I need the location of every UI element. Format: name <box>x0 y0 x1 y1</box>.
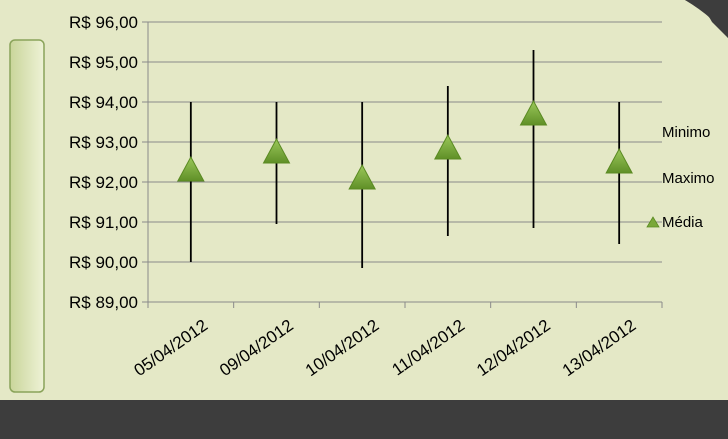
average-marker <box>348 163 377 190</box>
y-tick-label: R$ 96,00 <box>69 13 138 32</box>
y-tick-label: R$ 89,00 <box>69 293 138 312</box>
legend-marker-media <box>646 216 660 228</box>
y-tick-label: R$ 93,00 <box>69 133 138 152</box>
left-side-panel <box>9 39 45 393</box>
legend-label: Minimo <box>662 124 710 141</box>
y-tick-label: R$ 91,00 <box>69 213 138 232</box>
average-marker <box>519 99 548 126</box>
y-tick-label: R$ 92,00 <box>69 173 138 192</box>
y-tick-label: R$ 94,00 <box>69 93 138 112</box>
average-marker <box>176 155 205 182</box>
legend-label: Média <box>662 214 704 231</box>
average-marker <box>433 133 462 160</box>
average-marker <box>605 147 634 174</box>
legend-label: Maximo <box>662 170 715 187</box>
average-marker <box>262 137 291 164</box>
y-tick-label: R$ 95,00 <box>69 53 138 72</box>
corner-curl <box>685 0 728 38</box>
plot-background <box>0 0 728 400</box>
y-tick-label: R$ 90,00 <box>69 253 138 272</box>
